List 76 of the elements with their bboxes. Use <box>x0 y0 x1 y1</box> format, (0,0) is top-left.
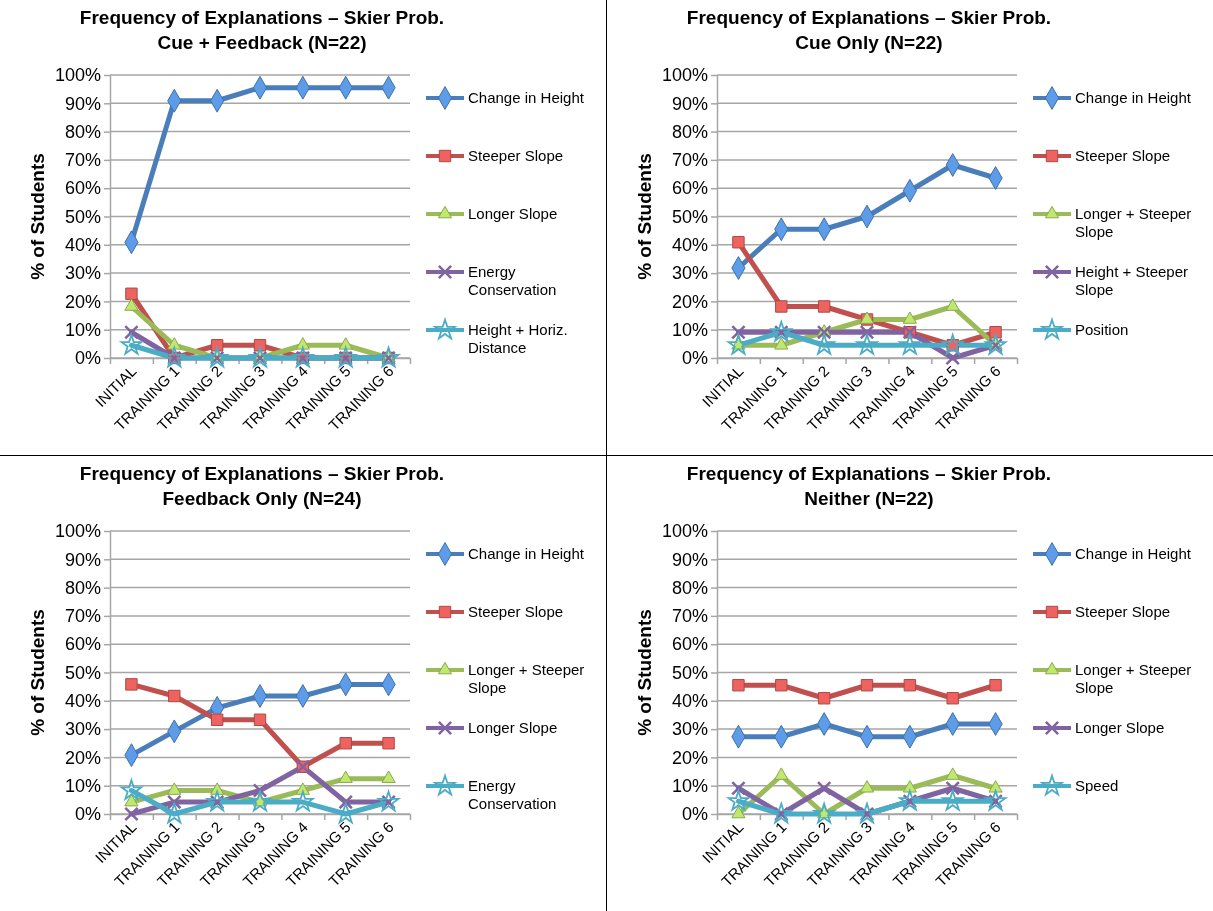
legend-label: Energy Conservation <box>468 777 557 812</box>
y-axis-title: % of Students <box>27 153 48 280</box>
legend-label: Change in Height <box>1075 89 1192 106</box>
y-tick-label: 80% <box>671 577 708 598</box>
legend-label: Longer Slope <box>468 719 558 736</box>
chart-subtitle: Cue Only (N=22) <box>795 32 943 53</box>
y-tick-label: 40% <box>671 235 708 256</box>
legend-label: Position <box>1075 321 1129 338</box>
y-tick-label: 100% <box>661 521 708 542</box>
y-tick-label: 30% <box>64 719 101 740</box>
y-tick-label: 0% <box>74 348 101 369</box>
legend-label: Change in Height <box>468 89 585 106</box>
legend-label: Speed <box>1075 777 1119 794</box>
y-tick-label: 60% <box>671 634 708 655</box>
y-tick-label: 90% <box>671 549 708 570</box>
chart-title: Frequency of Explanations – Skier Prob. <box>79 7 445 28</box>
y-tick-label: 30% <box>671 263 708 284</box>
y-axis-title: % of Students <box>634 153 655 280</box>
legend-label: Steeper Slope <box>1075 603 1171 620</box>
chart-subtitle: Feedback Only (N=24) <box>162 488 362 509</box>
y-tick-label: 70% <box>64 150 101 171</box>
y-tick-label: 90% <box>64 549 101 570</box>
y-tick-label: 70% <box>64 606 101 627</box>
y-tick-label: 80% <box>64 577 101 598</box>
y-tick-label: 70% <box>671 150 708 171</box>
chart-title: Frequency of Explanations – Skier Prob. <box>79 463 445 484</box>
legend-label: Height + Steeper Slope <box>1075 263 1188 298</box>
y-tick-label: 50% <box>64 206 101 227</box>
y-tick-label: 0% <box>74 804 101 825</box>
y-tick-label: 0% <box>681 804 708 825</box>
y-axis-title: % of Students <box>27 609 48 736</box>
chart-title: Frequency of Explanations – Skier Prob. <box>686 7 1052 28</box>
y-tick-label: 60% <box>671 178 708 199</box>
y-tick-label: 20% <box>671 747 708 768</box>
y-tick-label: 10% <box>64 775 101 796</box>
y-tick-label: 60% <box>64 634 101 655</box>
y-tick-label: 30% <box>64 263 101 284</box>
y-tick-label: 40% <box>671 691 708 712</box>
y-tick-label: 40% <box>64 691 101 712</box>
y-tick-label: 20% <box>671 291 708 312</box>
y-tick-label: 40% <box>64 235 101 256</box>
y-tick-label: 100% <box>54 65 101 86</box>
y-tick-label: 80% <box>64 121 101 142</box>
y-tick-label: 20% <box>64 747 101 768</box>
y-tick-label: 10% <box>64 319 101 340</box>
y-tick-label: 10% <box>671 775 708 796</box>
legend-label: Longer + Steeper Slope <box>1075 205 1192 240</box>
legend-label: Longer + Steeper Slope <box>468 661 585 696</box>
legend-label: Steeper Slope <box>468 147 564 164</box>
y-tick-label: 20% <box>64 291 101 312</box>
y-tick-label: 50% <box>64 662 101 683</box>
chart-subtitle: Cue + Feedback (N=22) <box>157 32 367 53</box>
legend-label: Longer + Steeper Slope <box>1075 661 1192 696</box>
y-tick-label: 50% <box>671 206 708 227</box>
legend-label: Longer Slope <box>1075 719 1165 736</box>
y-tick-label: 90% <box>64 93 101 114</box>
y-tick-label: 60% <box>64 178 101 199</box>
legend-label: Energy Conservation <box>468 263 557 298</box>
y-tick-label: 80% <box>671 121 708 142</box>
chart-title: Frequency of Explanations – Skier Prob. <box>686 463 1052 484</box>
y-tick-label: 10% <box>671 319 708 340</box>
y-tick-label: 70% <box>671 606 708 627</box>
y-tick-label: 0% <box>681 348 708 369</box>
legend-label: Change in Height <box>468 545 585 562</box>
legend-label: Height + Horiz. Distance <box>468 321 568 356</box>
chart-subtitle: Neither (N=22) <box>804 488 934 509</box>
y-tick-label: 100% <box>661 65 708 86</box>
legend-label: Steeper Slope <box>1075 147 1171 164</box>
y-axis-title: % of Students <box>634 609 655 736</box>
y-tick-label: 100% <box>54 521 101 542</box>
legend-label: Steeper Slope <box>468 603 564 620</box>
legend-label: Longer Slope <box>468 205 558 222</box>
y-tick-label: 30% <box>671 719 708 740</box>
y-tick-label: 90% <box>671 93 708 114</box>
y-tick-label: 50% <box>671 662 708 683</box>
legend-label: Change in Height <box>1075 545 1192 562</box>
